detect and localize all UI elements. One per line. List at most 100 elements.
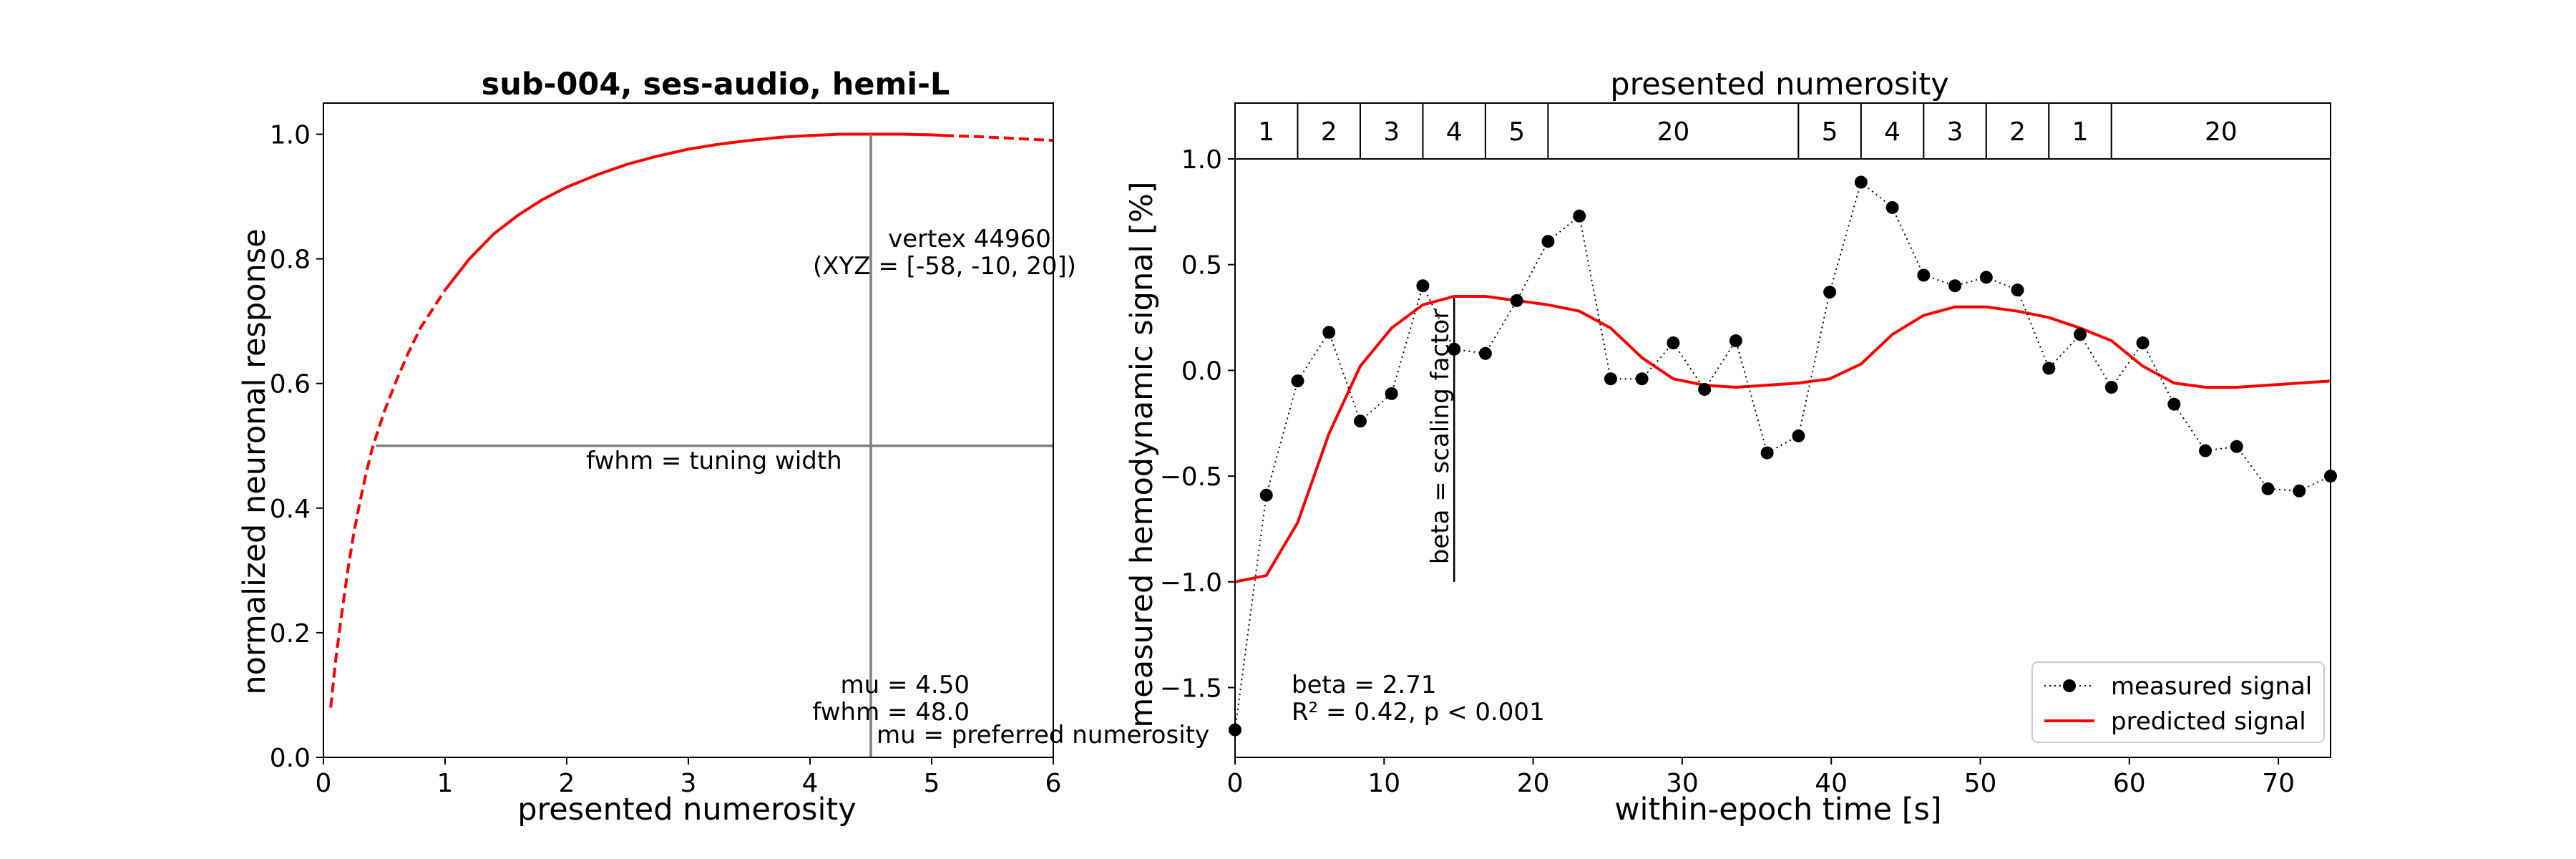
vertex-annotation: vertex 44960 xyxy=(888,225,1051,253)
x-tick-label: 50 xyxy=(1964,769,1997,798)
measured-signal-point xyxy=(1604,372,1617,386)
numerosity-block xyxy=(1923,102,1987,160)
tuning-curve-chart: sub-004, ses-audio, hemi-L 0 1 2 3 4 5 6 0.0 0.… xyxy=(237,67,1209,828)
measured-signal-point xyxy=(1291,374,1304,388)
measured-signal-point xyxy=(1792,429,1805,442)
measured-signal-point xyxy=(1322,326,1336,339)
numerosity-block xyxy=(1547,102,1800,160)
beta-value-annotation: beta = 2.71 xyxy=(1292,671,1436,699)
measured-signal-point xyxy=(2261,482,2275,495)
measured-signal-point xyxy=(1416,279,1430,293)
measured-signal-point xyxy=(1259,488,1273,502)
y-tick-label: 0.8 xyxy=(270,246,311,275)
x-axis-ticks: 0 10 20 30 40 50 60 70 xyxy=(1227,757,2295,798)
measured-signal-point xyxy=(1573,209,1586,223)
numerosity-block-label: 3 xyxy=(1383,117,1400,147)
measured-signal-point xyxy=(1541,235,1555,248)
r-squared-annotation: R² = 0.42, p < 0.001 xyxy=(1292,698,1545,727)
mu-description-annotation: mu = preferred numerosity xyxy=(877,721,1209,749)
x-axis-label: within-epoch time [s] xyxy=(1614,792,1941,828)
numerosity-block-label: 4 xyxy=(1884,117,1901,147)
guide-lines xyxy=(376,134,1053,757)
numerosity-block xyxy=(1234,102,1299,160)
y-tick-label: 0.0 xyxy=(270,744,311,773)
numerosity-block xyxy=(2048,102,2112,160)
x-axis-ticks: 0 1 2 3 4 5 6 xyxy=(316,757,1062,798)
x-tick-label: 6 xyxy=(1045,769,1062,798)
y-tick-label: −0.5 xyxy=(1160,462,1222,492)
numerosity-block-label: 1 xyxy=(2072,117,2089,147)
mu-value-annotation: mu = 4.50 xyxy=(841,671,970,699)
legend-measured-marker xyxy=(2063,679,2076,692)
measured-signal-point xyxy=(1635,372,1649,386)
measured-signal-point xyxy=(1885,200,1899,214)
measured-signal-point xyxy=(2011,283,2024,297)
x-tick-label: 40 xyxy=(1815,769,1848,798)
y-tick-label: 1.0 xyxy=(270,121,311,150)
x-tick-label: 0 xyxy=(316,769,332,798)
measured-signal-point xyxy=(1948,279,1962,293)
numerosity-block xyxy=(1422,102,1486,160)
measured-signal-point xyxy=(2074,328,2087,341)
numerosity-block-label: 2 xyxy=(2009,117,2026,147)
measured-signal-line xyxy=(1234,180,2331,730)
numerosity-block-label: 4 xyxy=(1446,117,1463,147)
y-axis-ticks: 0.0 0.2 0.4 0.6 0.8 1.0 xyxy=(270,121,323,773)
numerosity-block-label: 20 xyxy=(1657,117,1689,147)
numerosity-block-label: 5 xyxy=(1822,117,1838,147)
measured-signal-point xyxy=(1760,446,1774,460)
x-tick-label: 1 xyxy=(437,769,454,798)
fwhm-value-annotation: fwhm = 48.0 xyxy=(812,698,970,727)
tuning-curve-segment xyxy=(444,132,945,291)
x-axis-label: presented numerosity xyxy=(517,792,856,828)
x-tick-label: 0 xyxy=(1227,769,1244,798)
x-tick-label: 70 xyxy=(2262,769,2295,798)
y-tick-label: 0.2 xyxy=(270,619,311,649)
y-tick-label: −1.0 xyxy=(1160,568,1222,598)
measured-signal-point xyxy=(2104,381,2118,394)
y-tick-label: −1.5 xyxy=(1160,674,1222,704)
measured-signal-point xyxy=(2167,397,2181,411)
y-axis-ticks: −1.5 −1.0 −0.5 0.0 0.5 1.0 xyxy=(1160,145,1235,704)
measured-signal-point xyxy=(1698,382,1712,396)
measured-signal-point xyxy=(1979,271,1993,284)
numerosity-blocks-strip: 1 2 3 4 5 20 5 4 3 2 1 20 xyxy=(1234,102,2332,160)
measured-signal-point xyxy=(1510,293,1523,307)
legend-box xyxy=(2031,661,2325,743)
legend-measured-label: measured signal xyxy=(2111,672,2312,701)
legend: measured signal predicted signal xyxy=(2031,661,2325,743)
predicted-signal-line xyxy=(1234,295,2331,583)
tuning-curve-extrapolated-segment xyxy=(943,134,1054,142)
x-tick-label: 2 xyxy=(559,769,575,798)
numerosity-block xyxy=(1359,102,1424,160)
measured-signal-point xyxy=(1448,342,1461,356)
measured-signal-point xyxy=(1823,286,1837,299)
y-axis-label: normalized neuronal response xyxy=(237,228,273,694)
y-tick-label: 0.6 xyxy=(270,370,311,399)
measured-signal-point xyxy=(2230,440,2243,453)
y-tick-label: 0.0 xyxy=(1181,356,1222,386)
tuning-curve-extrapolated-segment xyxy=(329,289,447,708)
fwhm-description-annotation: fwhm = tuning width xyxy=(586,447,841,475)
numerosity-block-label: 5 xyxy=(1508,117,1525,147)
numerosity-block-label: 1 xyxy=(1258,117,1274,147)
y-axis-label: measured hemodynamic signal [%] xyxy=(1124,181,1160,727)
signal-series xyxy=(1229,175,2337,737)
tuning-curve-series xyxy=(329,132,1054,708)
measured-signal-point xyxy=(2136,336,2150,350)
x-tick-label: 3 xyxy=(680,769,697,798)
numerosity-block xyxy=(2110,102,2332,160)
measured-signal-point xyxy=(1478,346,1492,360)
y-tick-label: 1.0 xyxy=(1181,145,1222,175)
x-tick-label: 20 xyxy=(1517,769,1550,798)
x-tick-label: 4 xyxy=(802,769,819,798)
plot-frame xyxy=(1234,158,2331,758)
x-tick-label: 30 xyxy=(1666,769,1699,798)
x-tick-label: 10 xyxy=(1367,769,1400,798)
chart-title: sub-004, ses-audio, hemi-L xyxy=(482,67,950,102)
measured-signal-point xyxy=(2042,361,2056,375)
numerosity-block-label: 2 xyxy=(1321,117,1337,147)
x-tick-label: 5 xyxy=(924,769,940,798)
measured-signal-point xyxy=(1667,336,1680,350)
